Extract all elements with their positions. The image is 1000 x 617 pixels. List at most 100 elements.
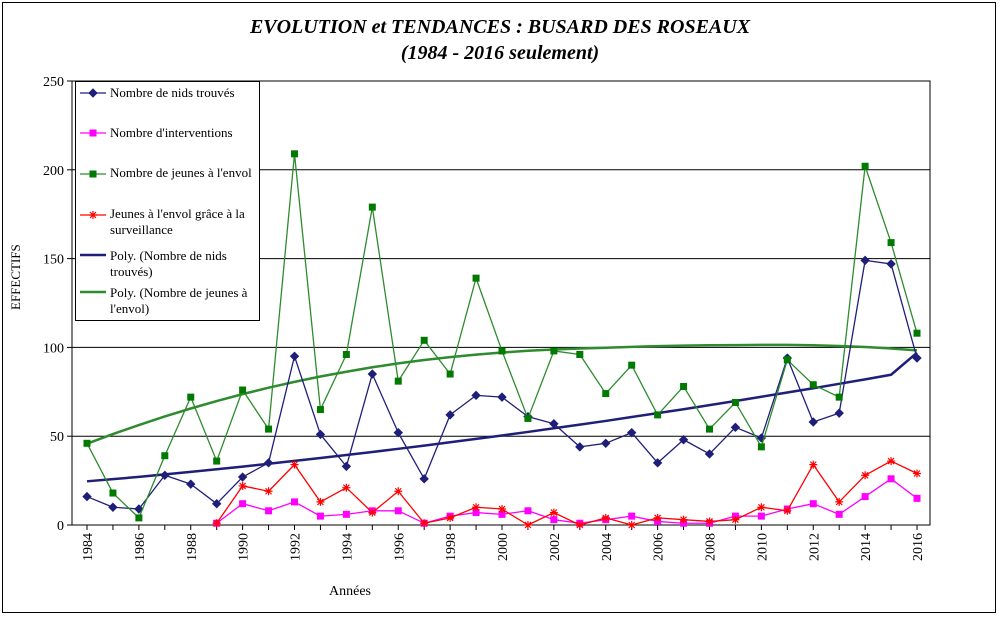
data-point-jeunes xyxy=(576,351,584,359)
y-axis-label: EFFECTIFS xyxy=(8,244,23,310)
data-point-surveillance xyxy=(913,469,921,478)
data-point-jeunes xyxy=(680,382,688,390)
data-point-surveillance xyxy=(316,497,325,506)
data-point-jeunes xyxy=(835,393,843,401)
data-point-interventions xyxy=(550,516,558,524)
data-point-jeunes xyxy=(628,361,636,369)
legend-marker xyxy=(89,170,97,178)
data-point-nids xyxy=(367,369,378,379)
data-point-jeunes xyxy=(446,370,454,378)
data-point-interventions xyxy=(628,512,636,520)
data-point-jeunes xyxy=(913,329,921,337)
data-point-nids xyxy=(419,474,429,484)
data-point-surveillance xyxy=(705,517,714,526)
data-point-jeunes xyxy=(109,489,117,497)
data-point-jeunes xyxy=(239,386,247,394)
data-point-interventions xyxy=(394,507,402,515)
data-point-jeunes xyxy=(291,150,298,158)
data-point-jeunes xyxy=(213,457,221,465)
x-tick-label: 2014 xyxy=(859,533,874,561)
data-point-interventions xyxy=(472,509,480,517)
legend-item-poly-jeunes: Poly. (Nombre de jeunes à l'envol) xyxy=(76,283,261,317)
data-point-jeunes xyxy=(265,425,273,433)
data-point-nids xyxy=(704,449,715,459)
data-point-surveillance xyxy=(887,457,896,466)
legend-label-interventions: Nombre d'interventions xyxy=(110,125,233,140)
data-point-nids xyxy=(263,458,274,468)
data-point-jeunes xyxy=(135,514,143,522)
legend-symbol-interventions xyxy=(80,129,106,137)
chart-title: EVOLUTION et TENDANCES : BUSARD DES ROSE… xyxy=(249,16,751,38)
data-point-jeunes xyxy=(809,381,817,389)
data-point-surveillance xyxy=(835,497,844,506)
legend-label-poly-jeunes: Poly. (Nombre de jeunes à l'envol) xyxy=(110,285,248,316)
data-point-nids xyxy=(341,461,352,472)
x-tick-label: 2004 xyxy=(600,533,615,561)
data-point-surveillance xyxy=(290,460,299,469)
x-tick-label: 1984 xyxy=(81,533,96,561)
legend-symbol-surveillance xyxy=(80,211,106,219)
data-point-jeunes xyxy=(757,443,765,451)
legend-item-surveillance: Jeunes à l'envol grâce à la surveillance xyxy=(76,206,261,240)
data-point-jeunes xyxy=(83,439,91,447)
data-point-surveillance xyxy=(783,506,792,515)
data-point-surveillance xyxy=(446,513,455,522)
data-point-surveillance xyxy=(627,521,636,529)
data-point-jeunes xyxy=(731,398,739,406)
data-point-interventions xyxy=(498,510,506,518)
data-point-nids xyxy=(160,470,170,480)
y-tick-label: 50 xyxy=(50,430,64,445)
data-point-interventions xyxy=(239,500,247,508)
data-point-jeunes xyxy=(368,203,376,211)
data-point-nids xyxy=(289,351,300,361)
data-point-surveillance xyxy=(238,481,247,490)
legend-symbol-poly-nids xyxy=(80,253,106,257)
data-point-jeunes xyxy=(316,406,324,414)
x-tick-label: 2016 xyxy=(911,533,926,561)
data-point-jeunes xyxy=(420,336,428,344)
x-tick-label: 1994 xyxy=(340,533,355,561)
data-point-surveillance xyxy=(212,519,221,528)
data-point-jeunes xyxy=(394,377,402,385)
data-point-nids xyxy=(315,429,326,440)
x-tick-label: 1986 xyxy=(133,533,148,561)
x-tick-label: 2006 xyxy=(652,533,667,561)
data-point-jeunes xyxy=(861,162,869,170)
y-tick-label: 250 xyxy=(43,75,64,90)
legend-item-jeunes: Nombre de jeunes à l'envol xyxy=(76,165,261,199)
data-point-surveillance xyxy=(368,508,377,517)
data-point-surveillance xyxy=(394,487,403,496)
data-point-nids xyxy=(912,353,922,363)
data-point-nids xyxy=(549,419,559,429)
data-point-surveillance xyxy=(757,503,766,512)
data-point-interventions xyxy=(524,507,532,515)
data-point-nids xyxy=(134,504,144,514)
data-point-nids xyxy=(186,479,196,489)
legend-symbol-poly-jeunes xyxy=(80,290,106,294)
legend-marker xyxy=(89,211,97,219)
data-point-surveillance xyxy=(342,483,351,492)
x-tick-label: 2002 xyxy=(548,533,563,561)
series-line-interventions xyxy=(216,478,918,524)
data-point-surveillance xyxy=(575,521,584,529)
data-point-surveillance xyxy=(679,515,688,524)
data-point-surveillance xyxy=(420,519,429,528)
data-point-jeunes xyxy=(187,393,195,401)
series-line-surveillance xyxy=(216,460,918,526)
data-point-jeunes xyxy=(550,347,558,355)
legend-marker xyxy=(88,88,98,98)
data-point-nids xyxy=(652,458,663,468)
y-tick-label: 150 xyxy=(43,253,64,268)
data-point-nids xyxy=(834,408,844,418)
data-point-interventions xyxy=(861,493,869,501)
data-point-nids xyxy=(601,438,611,449)
legend-label-jeunes: Nombre de jeunes à l'envol xyxy=(110,165,252,180)
data-point-surveillance xyxy=(601,513,610,522)
legend-item-nids: Nombre de nids trouvés xyxy=(76,84,261,118)
data-point-interventions xyxy=(291,498,298,506)
data-point-interventions xyxy=(342,510,350,518)
data-point-jeunes xyxy=(602,390,610,398)
x-tick-label: 1992 xyxy=(289,533,304,561)
data-point-jeunes xyxy=(706,425,713,433)
data-point-nids xyxy=(730,422,741,433)
